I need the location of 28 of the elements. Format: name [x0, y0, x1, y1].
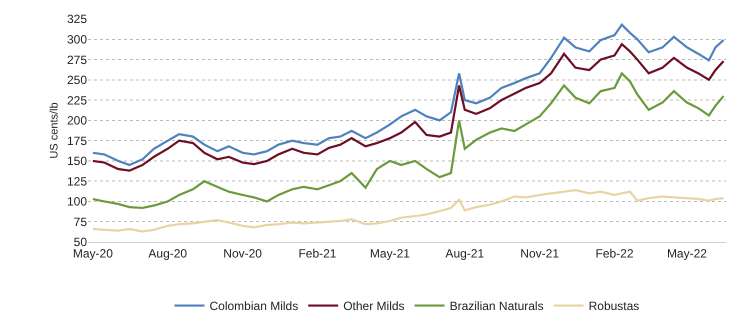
legend-label: Colombian Milds: [210, 299, 298, 314]
y-tick-label: 150: [66, 154, 88, 168]
y-tick-label: 200: [66, 114, 88, 128]
x-tick-label: May-21: [370, 246, 410, 260]
y-tick-label: 300: [66, 32, 88, 46]
y-tick-label: 175: [66, 134, 88, 148]
y-tick-label: 325: [66, 12, 88, 26]
x-tick-label: Nov-20: [223, 246, 262, 260]
y-tick-label: 100: [66, 194, 88, 209]
x-tick-label: Nov-21: [520, 246, 560, 260]
line-series: [92, 43, 725, 172]
y-axis-title: US cents/lb: [48, 102, 61, 159]
legend-label: Robustas: [588, 299, 640, 314]
x-tick-label: Aug-21: [445, 246, 484, 260]
line-series: [92, 72, 725, 210]
legend-label: Other Milds: [343, 299, 405, 314]
x-tick-label: Feb-22: [595, 246, 634, 260]
x-tick-label: Feb-21: [298, 246, 337, 260]
line-series: [92, 24, 725, 166]
x-tick-label: Aug-20: [148, 246, 188, 260]
y-tick-label: 75: [74, 214, 88, 229]
y-tick-label: 250: [66, 73, 88, 88]
legend-label: Brazilian Naturals: [450, 299, 544, 314]
y-tick-label: 275: [66, 52, 88, 67]
x-tick-label: May-22: [666, 246, 708, 260]
line-series: [92, 189, 725, 233]
y-tick-label: 225: [66, 93, 88, 108]
y-tick-label: 125: [66, 174, 88, 188]
